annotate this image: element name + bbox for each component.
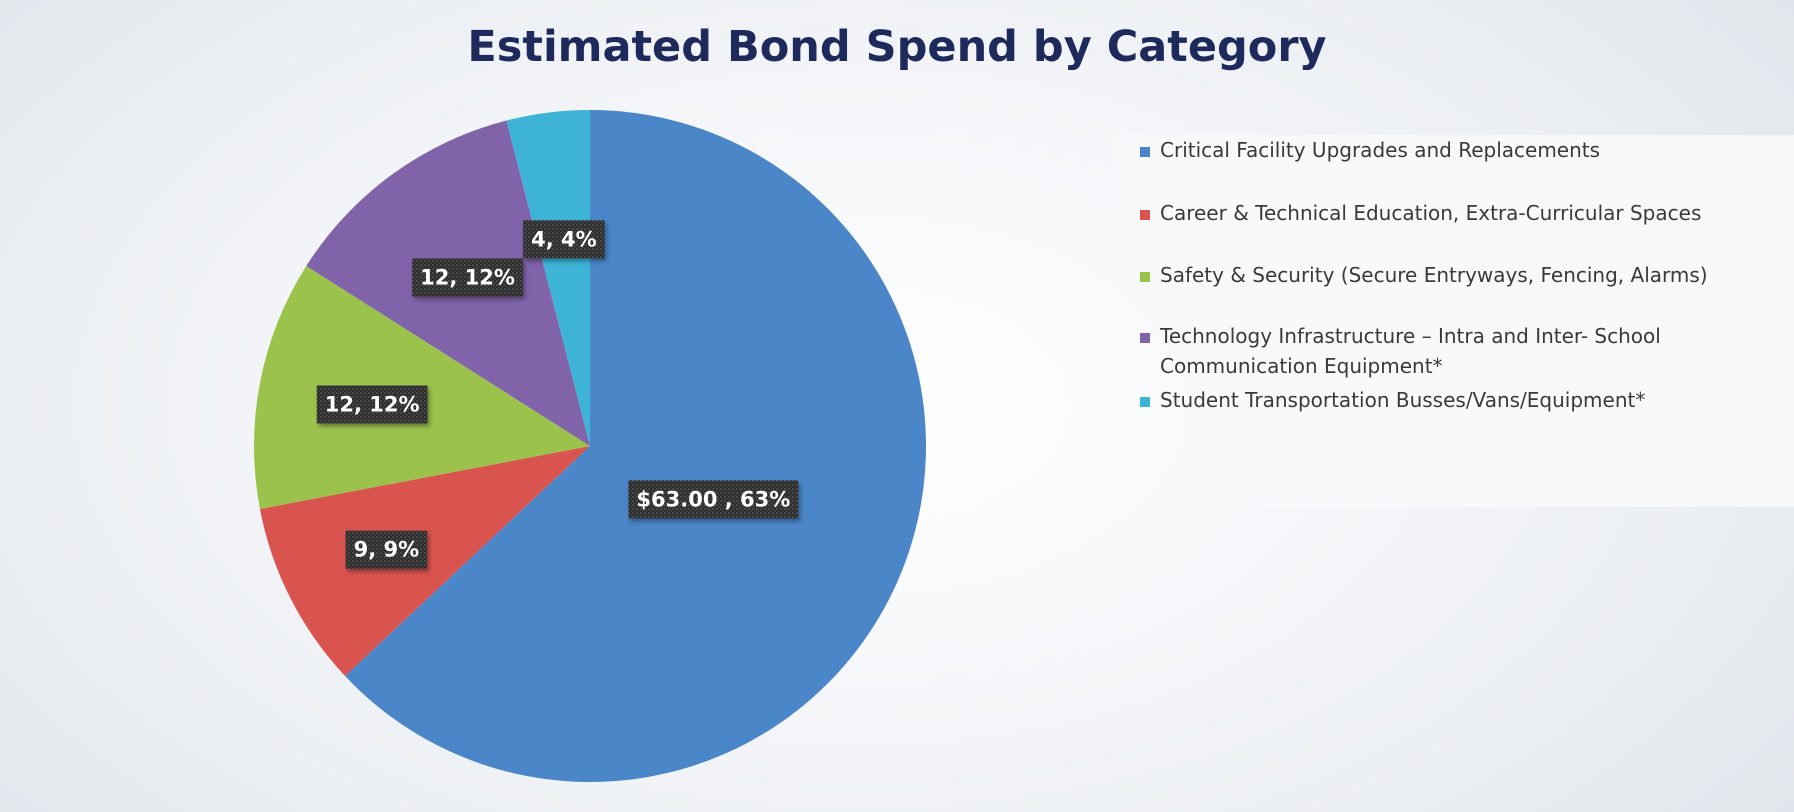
legend-item-1: Critical Facility Upgrades and Replaceme… <box>1140 135 1780 165</box>
pie-slices <box>254 110 926 782</box>
data-label-box-2 <box>345 530 428 569</box>
legend-swatch-5 <box>1140 397 1150 407</box>
data-label-4: 12, 12% <box>412 258 523 297</box>
legend-item-4: Technology Infrastructure – Intra and In… <box>1140 321 1780 381</box>
data-label-text-2: 9, 9% <box>354 538 420 562</box>
pie-data-labels: $63.00 , 63% 9, 9% 12, 12% 12, 12% 4, 4% <box>316 220 799 569</box>
legend-swatch-4 <box>1140 333 1150 343</box>
legend-swatch-2 <box>1140 210 1150 220</box>
legend-item-5: Student Transportation Busses/Vans/Equip… <box>1140 385 1780 415</box>
data-label-box-3 <box>316 385 428 424</box>
pie-slice-5 <box>506 110 590 446</box>
legend-item-2: Career & Technical Education, Extra-Curr… <box>1140 198 1780 228</box>
legend: Critical Facility Upgrades and Replaceme… <box>1112 135 1794 507</box>
pie-slice-1 <box>345 110 926 782</box>
data-label-box-4 <box>412 258 523 297</box>
data-label-5: 4, 4% <box>523 220 605 259</box>
legend-swatch-1 <box>1140 147 1150 157</box>
data-label-text-5: 4, 4% <box>531 227 597 251</box>
data-label-1: $63.00 , 63% <box>628 480 799 519</box>
data-label-box-1 <box>628 480 799 519</box>
data-label-3: 12, 12% <box>316 385 428 424</box>
legend-label-1: Critical Facility Upgrades and Replaceme… <box>1160 138 1601 162</box>
legend-item-3: Safety & Security (Secure Entryways, Fen… <box>1140 260 1780 290</box>
data-label-box-5 <box>523 220 605 259</box>
data-label-text-3: 12, 12% <box>325 392 420 416</box>
legend-label-2: Career & Technical Education, Extra-Curr… <box>1160 201 1702 225</box>
data-label-2: 9, 9% <box>345 530 428 569</box>
chart-title: Estimated Bond Spend by Category <box>467 22 1327 72</box>
legend-swatch-3 <box>1140 272 1150 282</box>
legend-label-5: Student Transportation Busses/Vans/Equip… <box>1160 388 1646 412</box>
data-label-text-1: $63.00 , 63% <box>636 487 790 511</box>
legend-label-4: Technology Infrastructure – Intra and In… <box>1160 324 1661 378</box>
legend-label-3: Safety & Security (Secure Entryways, Fen… <box>1160 263 1708 287</box>
data-label-text-4: 12, 12% <box>420 265 515 289</box>
